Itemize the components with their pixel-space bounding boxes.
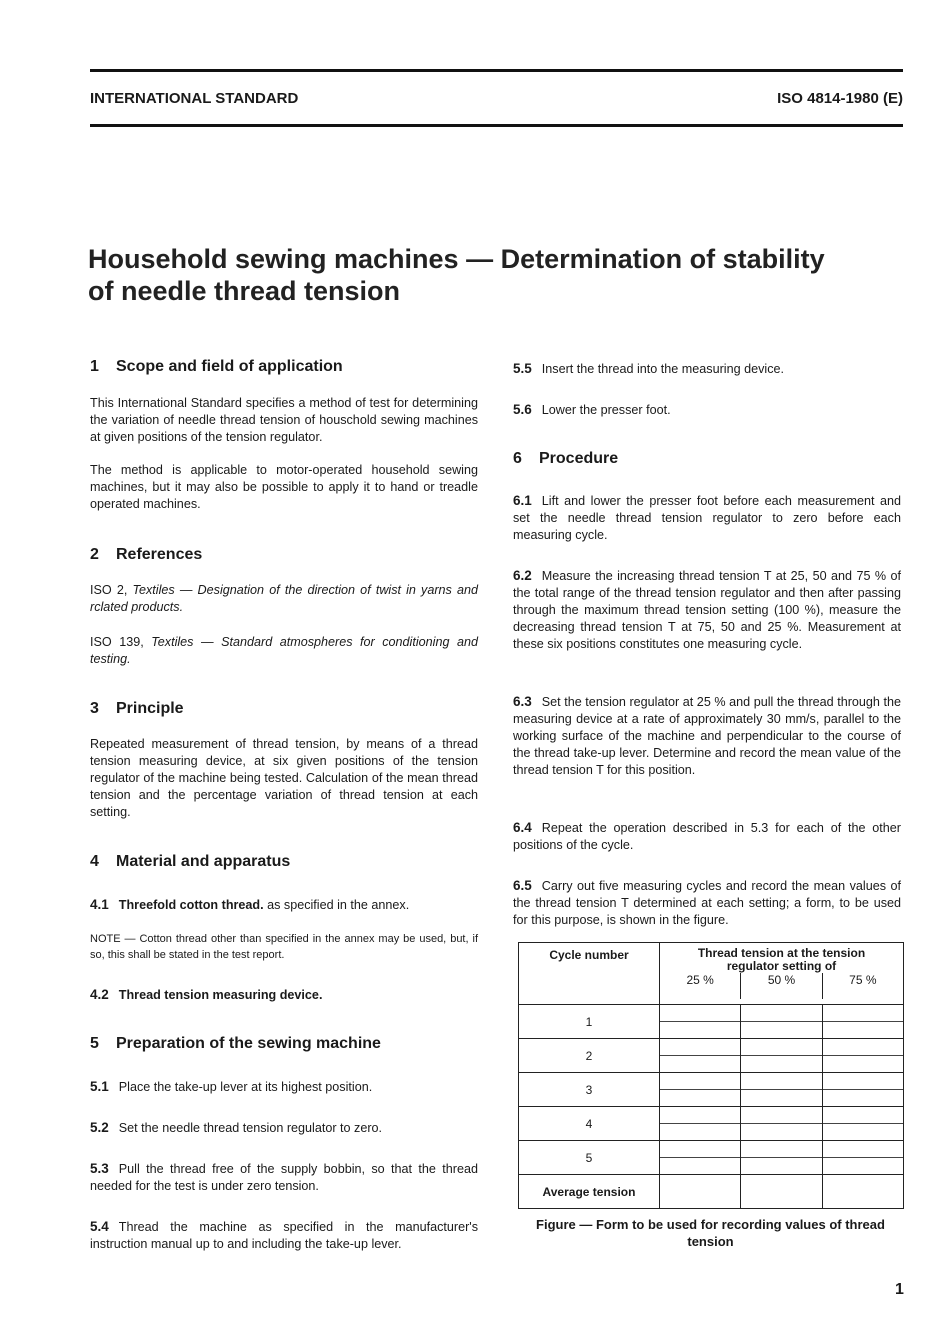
cell-divider [660,1141,741,1158]
cell-divider [660,1039,741,1056]
table-cell [658,1004,742,1039]
table-cell [740,1038,823,1073]
cycle-number: 3 [518,1072,660,1107]
clause: 5.2 Set the needle thread tension regulat… [90,1120,383,1135]
clause-4-2: 4.2 Thread tension measuring device. [90,987,323,1002]
clause: 5.4 Thread the machine as specified in th… [90,1219,478,1251]
table-cell [740,1174,823,1209]
table-cell [658,1072,742,1107]
cell-divider [741,1107,822,1124]
setting-25: 25 % [686,973,714,987]
paragraph: The method is applicable to motor-operat… [90,463,478,511]
table-cell [821,1174,905,1209]
header-rule [90,124,903,127]
table-row: 5 [518,1140,905,1175]
header-left: INTERNATIONAL STANDARD [90,90,299,107]
reference: ISO 2, Textiles — Designation of the dir… [90,583,478,614]
clause: 6.4 Repeat the operation described in 5.3… [513,820,901,852]
paragraph: This International Standard specifies a … [90,396,478,444]
clause: 5.6 Lower the presser foot. [513,402,671,417]
title-line: Household sewing machines — Determinatio… [88,244,825,274]
page-number: 1 [895,1281,904,1298]
heading-4: 4 Material and apparatus [90,853,291,870]
table-cell [821,1038,905,1073]
table-cell [658,1174,742,1209]
table-cell [821,1140,905,1175]
table-row: 2 [518,1038,905,1073]
tension-group-header: Thread tension at the tension regulator … [659,942,904,1005]
paragraph: Repeated measurement of thread tension, … [90,737,478,819]
table-cell [740,1106,823,1141]
settings-row: 25 % 50 % 75 % [660,973,903,999]
top-rule [90,69,903,72]
cycle-number: 5 [518,1140,660,1175]
header-right: ISO 4814-1980 (E) [777,90,903,107]
clause: 5.1 Place the take-up lever at its highes… [90,1079,373,1094]
table-cell [658,1140,742,1175]
table-cell [740,1072,823,1107]
cell-divider [741,1141,822,1158]
heading-2: 2 References [90,546,203,563]
note: NOTE — Cotton thread other than specifie… [90,933,478,961]
page-title: Household sewing machines — Determinatio… [88,243,908,307]
cycle-number: 2 [518,1038,660,1073]
clause: 6.5 Carry out five measuring cycles and r… [513,878,901,927]
cell-divider [822,1073,903,1090]
clause: 6.2 Measure the increasing thread tension… [513,568,901,651]
table-cell [740,1140,823,1175]
setting-75: 75 % [849,973,877,987]
cycle-number: 1 [518,1004,660,1039]
clause: 6.1 Lift and lower the presser foot befor… [513,493,901,542]
cell-divider [822,1039,903,1056]
reference: ISO 139, Textiles — Standard atmospheres… [90,635,478,666]
heading-5: 5 Preparation of the sewing machine [90,1035,381,1052]
table-cell [821,1106,905,1141]
clause: 5.3 Pull the thread free of the supply bo… [90,1161,478,1193]
table-cell [740,1004,823,1039]
table-row: 4 [518,1106,905,1141]
title-line: of needle thread tension [88,276,401,306]
cell-divider [660,1073,741,1090]
table-row: 1 [518,1004,905,1039]
heading-6: 6 Procedure [513,450,619,467]
cell-divider [822,1107,903,1124]
cell-divider [822,1005,903,1022]
cell-divider [741,1039,822,1056]
setting-50: 50 % [740,973,823,999]
table-cell [658,1038,742,1073]
clause-4-1: 4.1 Threefold cotton thread. as specified… [90,897,410,912]
heading-1: 1 Scope and field of application [90,358,343,375]
table-cell [821,1072,905,1107]
cell-divider [741,1005,822,1022]
cell-divider [822,1141,903,1158]
cell-divider [660,1005,741,1022]
cell-divider [741,1073,822,1090]
recording-form-table: Cycle number Thread tension at the tensi… [518,942,905,1209]
table-cell [658,1106,742,1141]
figure-caption: Figure — Form to be used for recording v… [536,1217,885,1249]
cycle-number: 4 [518,1106,660,1141]
cycle-number-header: Cycle number [518,942,660,1005]
cell-divider [660,1107,741,1124]
clause: 5.5 Insert the thread into the measuring … [513,361,785,376]
clause: 6.3 Set the tension regulator at 25 % and… [513,694,901,777]
average-tension-label: Average tension [518,1174,660,1209]
group-header-text: Thread tension at the tension regulator … [697,946,866,973]
table-cell [821,1004,905,1039]
table-row: 3 [518,1072,905,1107]
heading-3: 3 Principle [90,700,184,717]
